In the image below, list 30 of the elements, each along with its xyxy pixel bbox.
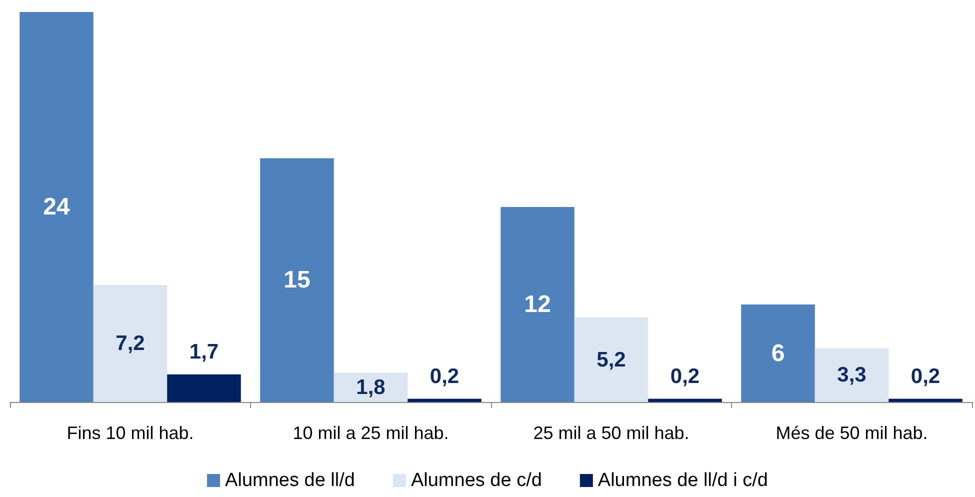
x-tick-label: 25 mil a 50 mil hab.	[533, 423, 690, 443]
legend-label: Alumnes de ll/d i c/d	[598, 470, 768, 491]
data-label: 7,2	[116, 332, 145, 355]
legend-label: Alumnes de ll/d	[225, 470, 355, 491]
data-label: 15	[284, 266, 310, 294]
x-tick-label: 10 mil a 25 mil hab.	[292, 423, 449, 443]
data-label: 0,2	[430, 364, 460, 388]
bar	[93, 285, 168, 402]
data-label: 0,2	[670, 364, 700, 388]
legend-label: Alumnes de c/d	[410, 470, 542, 491]
data-label: 24	[43, 194, 70, 220]
data-label: 0,2	[910, 364, 940, 388]
bar	[500, 207, 574, 402]
bar	[260, 158, 334, 402]
x-tick-label: Més de 50 mil hab.	[776, 423, 928, 443]
data-label: 3,3	[837, 364, 866, 387]
bar	[648, 398, 722, 402]
bar	[574, 318, 648, 402]
bar	[814, 348, 889, 402]
data-label: 12	[524, 291, 551, 318]
data-label: 1,7	[189, 340, 219, 364]
data-label: 1,8	[356, 376, 386, 399]
x-tick-label: Fins 10 mil hab.	[66, 423, 194, 443]
bar	[408, 398, 482, 402]
bar	[741, 304, 815, 402]
data-label: 6	[771, 340, 785, 367]
data-label: 5,2	[596, 348, 626, 372]
bar	[167, 374, 241, 402]
bar	[888, 398, 962, 402]
bar	[20, 12, 94, 402]
